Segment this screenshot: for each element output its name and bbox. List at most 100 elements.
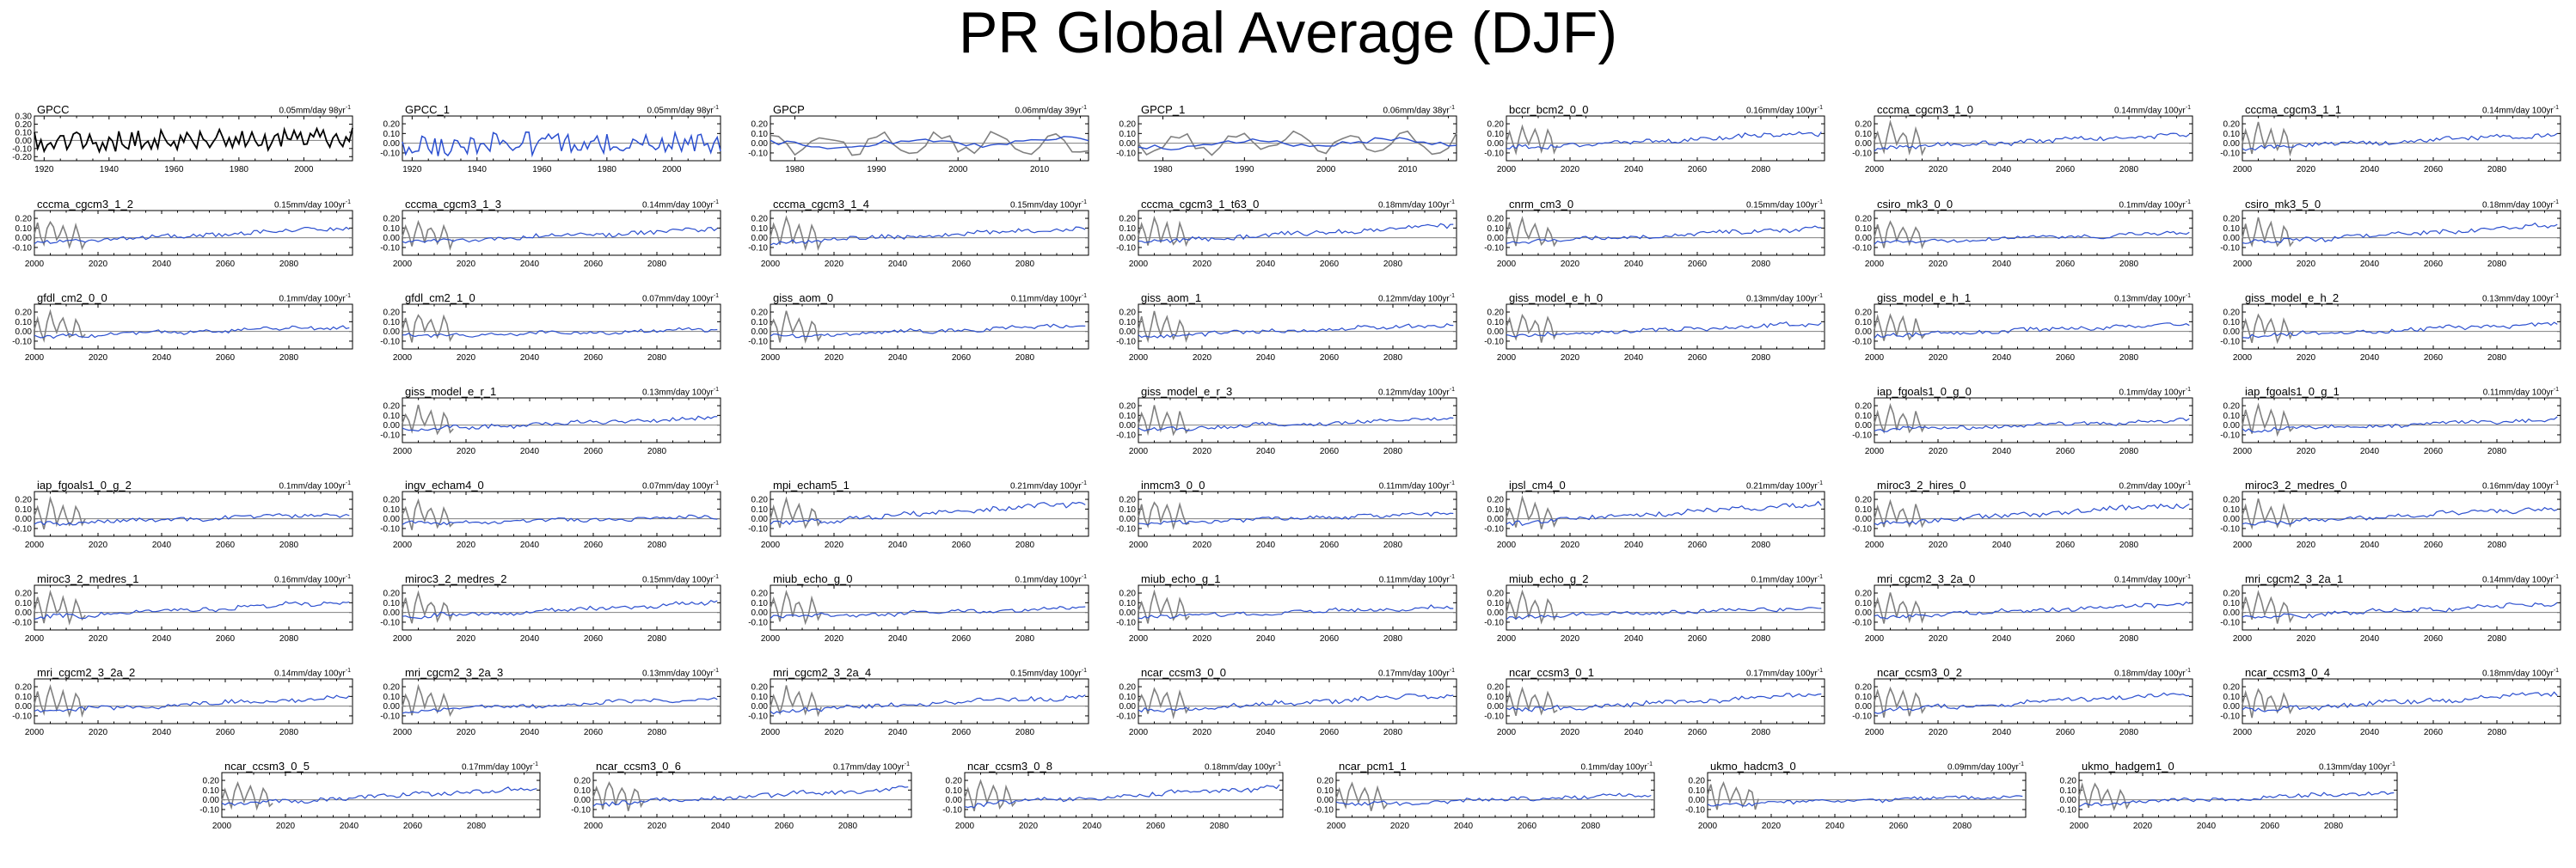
y-tick-label: 0.20 [383, 496, 401, 505]
unit-exponent: -1 [345, 480, 351, 486]
model-series-line [1874, 322, 2190, 339]
unit-exponent: -1 [2553, 293, 2559, 299]
y-tick-label: 0.20 [751, 120, 769, 130]
model-series-line [1138, 604, 1454, 620]
panel-plot: 0.200.100.00-0.10 2000 2020 2040 2060 2080 [199, 772, 541, 831]
y-tick-label: -0.10 [1116, 618, 1136, 627]
x-tick-label: 2080 [647, 260, 667, 269]
x-tick-label: 2060 [952, 728, 972, 737]
y-tick-label: 0.20 [15, 215, 33, 224]
observation-series-line [1874, 686, 1926, 718]
x-tick-label: 1980 [598, 165, 617, 174]
x-tick-label: 2060 [2056, 260, 2076, 269]
y-tick-label: 0.00 [383, 234, 401, 243]
plot-frame [770, 584, 1089, 631]
plot-frame [1506, 210, 1825, 256]
unit-exponent: -1 [2185, 387, 2191, 393]
panel-plot: 0.200.100.00-0.10 2000 2020 2040 2060 2080 [1852, 397, 2193, 456]
panel-GPCP_1: GPCP_1 0.06mm/day 38yr-1 0.20 0.10 0.00 -0.10… [1116, 103, 1457, 180]
panel-plot: 0.200.100.00-0.10 2000 2020 2040 2060 2080 [1852, 115, 2193, 174]
y-tick-label: 0.10 [1487, 693, 1505, 702]
plot-frame [2078, 772, 2398, 818]
panel-ipsl_cm4_0: ipsl_cm4_0 0.21mm/day 100yr-1 0.20 0.10 0.00… [1484, 479, 1825, 555]
y-tick-label: -0.10 [12, 712, 32, 721]
observation-series-line [2078, 782, 2131, 811]
panel-miub_echo_g_0: miub_echo_g_0 0.1mm/day 100yr-1 0.20 0.10 0.… [748, 572, 1089, 649]
panel-plot: 0.200.100.00-0.10 2000 2020 2040 2060 2080 [380, 210, 721, 269]
x-tick-label: 2020 [1561, 541, 1580, 550]
x-tick-label: 2080 [1383, 353, 1403, 363]
x-tick-label: 1960 [532, 165, 552, 174]
model-series-line [1335, 792, 1652, 806]
panel-plot: 0.200.100.00-0.10 2000 2020 2040 2060 2080 [2220, 397, 2561, 456]
x-tick-label: 2060 [2424, 447, 2444, 456]
x-tick-label: 2060 [1320, 634, 1340, 644]
panel-name: iap_fgoals1_0_g_1 [2245, 385, 2340, 398]
y-tick-label: 0.20 [574, 777, 592, 786]
x-tick-label: 2060 [952, 353, 972, 363]
x-tick-label: 2060 [2056, 447, 2076, 456]
unit-exponent: -1 [713, 387, 719, 393]
unit-exponent: -1 [1817, 293, 1823, 299]
panel-plot: 0.200.100.00-0.10 2000 2020 2040 2060 2080 [1484, 115, 1825, 174]
y-tick-label: 0.20 [383, 402, 401, 412]
x-tick-label: 2060 [775, 822, 794, 831]
y-tick-label: 0.10 [203, 786, 220, 796]
x-tick-label: 2000 [1129, 541, 1149, 550]
x-tick-label: 2000 [294, 165, 314, 174]
panel-name: gfdl_cm2_1_0 [405, 291, 475, 304]
x-tick-label: 2020 [1929, 728, 1948, 737]
unit-exponent: -1 [2185, 199, 2191, 205]
x-tick-label: 2080 [1210, 822, 1230, 831]
x-tick-label: 2080 [1383, 447, 1403, 456]
y-tick-label: 0.00 [2223, 234, 2241, 243]
panel-trend-label: 0.16mm/day 100yr-1 [1745, 105, 1823, 116]
plot-frame [1707, 772, 2027, 818]
panel-plot: 0.200.100.00-0.10 2000 2020 2040 2060 2080 [2220, 491, 2561, 550]
panel-miroc3_2_hires_0: miroc3_2_hires_0 0.2mm/day 100yr-1 0.20 0.1… [1852, 479, 2193, 555]
observation-series-line [2242, 688, 2294, 718]
x-tick-label: 2040 [2360, 447, 2380, 456]
panel-trend-label: 0.1mm/day 100yr-1 [279, 480, 352, 492]
y-tick-label: 0.00 [751, 702, 769, 712]
x-tick-label: 2040 [520, 353, 540, 363]
y-tick-label: 0.10 [15, 318, 33, 327]
model-series-line [34, 601, 350, 620]
panel-plot: 0.200.100.00-0.10 2000 2020 2040 2060 2080 [12, 210, 353, 269]
x-tick-label: 2040 [888, 541, 908, 550]
unit-exponent: -1 [2185, 574, 2191, 580]
model-series-line [34, 325, 350, 339]
model-series-line [2242, 691, 2558, 712]
unit-exponent: -1 [1817, 574, 1823, 580]
y-tick-label: 0.10 [1855, 693, 1873, 702]
x-tick-label: 2000 [25, 260, 45, 269]
x-tick-label: 2080 [1015, 353, 1035, 363]
y-tick-label: 0.20 [1119, 496, 1137, 505]
x-tick-label: 2060 [584, 541, 604, 550]
plot-frame [2242, 303, 2561, 350]
y-tick-label: 0.20 [2223, 590, 2241, 599]
x-tick-label: 2020 [647, 822, 667, 831]
panel-trend-label: 0.13mm/day 100yr-1 [2113, 293, 2191, 304]
x-tick-label: 2020 [1193, 260, 1212, 269]
x-tick-label: 2000 [761, 260, 781, 269]
y-tick-label: -0.10 [1852, 243, 1872, 253]
panel-name: cccma_cgcm3_1_1 [2245, 103, 2341, 116]
x-tick-label: 2000 [948, 165, 968, 174]
panel-name: giss_model_e_h_1 [1877, 291, 1972, 304]
y-tick-label: 0.20 [1487, 215, 1505, 224]
model-series-line [402, 514, 718, 526]
x-tick-label: 2000 [2233, 165, 2253, 174]
panel-plot: 0.200.100.00-0.10 2000 2020 2040 2060 2080 [748, 678, 1089, 737]
x-tick-label: 2080 [647, 541, 667, 550]
panel-plot: 0.200.100.00-0.10 2000 2020 2040 2060 2080 [1484, 584, 1825, 644]
observation-series-line [1874, 119, 1926, 156]
panel-plot: 0.200.100.00-0.10 2000 2020 2040 2060 2080 [1852, 678, 2193, 737]
panel-name: cccma_cgcm3_1_2 [37, 198, 133, 211]
x-tick-label: 2000 [761, 728, 781, 737]
observation-series-line [1138, 501, 1190, 530]
panel-name: miroc3_2_medres_0 [2245, 479, 2347, 492]
y-tick-label: 0.00 [1119, 139, 1137, 149]
x-tick-label: 2080 [2119, 260, 2139, 269]
